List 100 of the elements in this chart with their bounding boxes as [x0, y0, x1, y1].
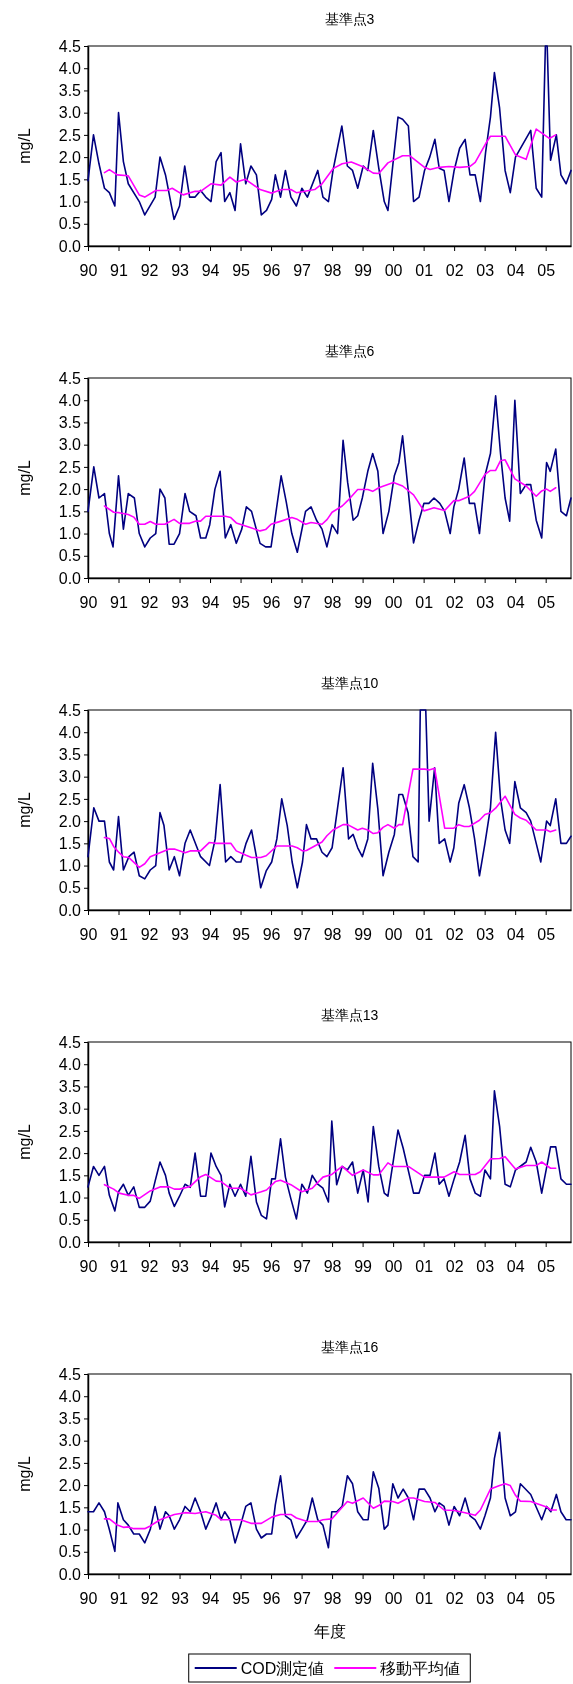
y-tick-label: 1.0 — [58, 1521, 82, 1539]
legend-label: 移動平均値 — [380, 1660, 461, 1677]
y-tick-label: 4.5 — [58, 701, 82, 719]
x-tick-label: 03 — [476, 262, 495, 280]
y-tick-label: 2.5 — [58, 1454, 82, 1472]
x-tick-label: 04 — [506, 262, 525, 280]
x-tick-label: 02 — [445, 262, 464, 280]
x-tick-label: 95 — [232, 594, 251, 612]
line-series — [103, 767, 557, 869]
x-tick-label: 03 — [476, 594, 495, 612]
x-tick-label: 90 — [79, 594, 98, 612]
y-tick-label: 0.5 — [58, 879, 82, 897]
y-tick-label: 3.0 — [58, 1100, 82, 1118]
x-tick-label: 04 — [506, 1590, 525, 1608]
x-tick-label: 96 — [262, 594, 281, 612]
y-axis-title: mg/L — [16, 128, 33, 164]
x-tick-label: 96 — [262, 926, 281, 944]
x-tick-label: 02 — [445, 594, 464, 612]
line-series — [103, 1155, 557, 1200]
y-tick-label: 4.5 — [58, 1033, 82, 1051]
x-tick-label: 01 — [415, 1590, 434, 1608]
y-tick-label: 4.0 — [58, 723, 82, 741]
chart-title: 基準点3 — [324, 11, 375, 27]
x-tick-label: 02 — [445, 1258, 464, 1276]
x-tick-label: 97 — [293, 594, 312, 612]
x-tick-label: 90 — [79, 262, 98, 280]
x-tick-label: 93 — [171, 1258, 190, 1276]
x-tick-label: 90 — [79, 1590, 98, 1608]
line-series — [87, 1431, 572, 1553]
y-tick-label: 2.0 — [58, 1476, 82, 1494]
x-tick-label: 05 — [537, 262, 556, 280]
y-tick-label: 1.0 — [58, 193, 82, 211]
x-tick-label: 95 — [232, 262, 251, 280]
x-tick-label: 02 — [445, 926, 464, 944]
x-tick-label: 97 — [293, 1590, 312, 1608]
x-tick-label: 01 — [415, 594, 434, 612]
y-tick-label: 0.0 — [58, 237, 82, 255]
x-tick-label: 94 — [201, 1590, 220, 1608]
x-tick-label: 98 — [323, 1258, 342, 1276]
line-series — [103, 1482, 558, 1530]
y-tick-label: 2.0 — [58, 812, 82, 830]
y-tick-label: 3.0 — [58, 104, 82, 122]
y-tick-label: 0.0 — [58, 569, 82, 587]
y-tick-label: 1.5 — [58, 834, 82, 852]
x-tick-label: 94 — [201, 926, 220, 944]
chart-title: 基準点13 — [320, 1007, 379, 1023]
y-tick-label: 2.5 — [58, 790, 82, 808]
chart-title: 基準点6 — [324, 343, 375, 359]
chart-title: 基準点10 — [320, 675, 379, 691]
x-tick-label: 91 — [110, 1258, 129, 1276]
y-tick-label: 0.0 — [58, 901, 82, 919]
x-tick-label: 01 — [415, 1258, 434, 1276]
y-tick-label: 4.0 — [58, 1055, 82, 1073]
x-tick-label: 93 — [171, 594, 190, 612]
x-tick-label: 00 — [384, 926, 403, 944]
x-tick-label: 00 — [384, 594, 403, 612]
x-tick-label: 03 — [476, 926, 495, 944]
y-tick-label: 4.5 — [58, 1365, 82, 1383]
x-tick-label: 92 — [140, 1258, 159, 1276]
y-axis-title: mg/L — [16, 1456, 33, 1492]
line-series — [87, 1090, 572, 1220]
legend-label: COD測定値 — [240, 1660, 325, 1677]
x-tick-label: 91 — [110, 594, 129, 612]
x-tick-label: 94 — [201, 1258, 220, 1276]
y-tick-label: 2.0 — [58, 148, 82, 166]
x-tick-label: 99 — [354, 262, 373, 280]
y-tick-label: 0.5 — [58, 215, 82, 233]
x-tick-label: 98 — [323, 926, 342, 944]
x-tick-label: 04 — [506, 594, 525, 612]
x-tick-label: 93 — [171, 262, 190, 280]
x-tick-label: 98 — [323, 594, 342, 612]
x-tick-label: 92 — [140, 1590, 159, 1608]
x-tick-label: 01 — [415, 262, 434, 280]
x-tick-label: 01 — [415, 926, 434, 944]
x-tick-label: 02 — [445, 1590, 464, 1608]
line-series — [103, 128, 557, 198]
y-tick-label: 1.5 — [58, 1166, 82, 1184]
y-tick-label: 1.5 — [58, 502, 82, 520]
y-tick-label: 4.0 — [58, 1387, 82, 1405]
y-tick-label: 2.5 — [58, 126, 82, 144]
x-tick-label: 93 — [171, 1590, 190, 1608]
y-tick-label: 0.0 — [58, 1233, 82, 1251]
x-tick-label: 97 — [293, 262, 312, 280]
x-tick-label: 90 — [79, 926, 98, 944]
x-tick-label: 99 — [354, 594, 373, 612]
line-series — [87, 709, 572, 889]
y-tick-label: 2.5 — [58, 458, 82, 476]
line-series — [87, 394, 572, 554]
x-tick-label: 03 — [476, 1258, 495, 1276]
y-tick-label: 4.5 — [58, 369, 82, 387]
y-tick-label: 1.0 — [58, 1189, 82, 1207]
x-tick-label: 99 — [354, 1258, 373, 1276]
y-tick-label: 3.5 — [58, 1410, 82, 1428]
x-tick-label: 05 — [537, 1258, 556, 1276]
y-axis-title: mg/L — [16, 792, 33, 828]
x-tick-label: 95 — [232, 1590, 251, 1608]
x-tick-label: 97 — [293, 926, 312, 944]
x-tick-label: 04 — [506, 926, 525, 944]
y-tick-label: 0.0 — [58, 1565, 82, 1583]
x-tick-label: 05 — [537, 926, 556, 944]
